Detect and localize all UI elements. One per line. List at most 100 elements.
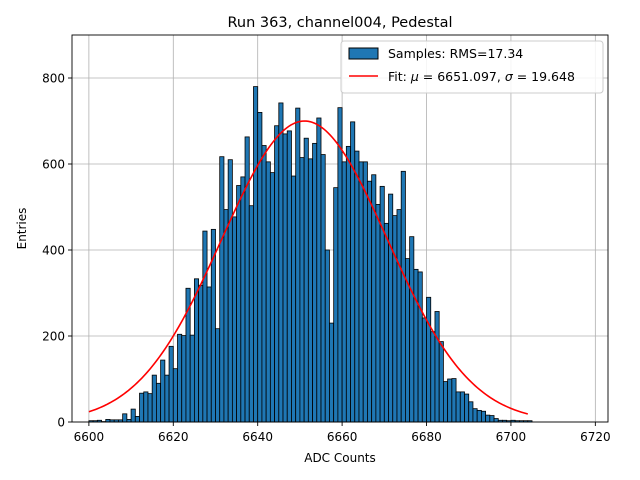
legend-mu-symbol: μ: [410, 69, 419, 84]
histogram-bar: [354, 150, 360, 423]
histogram-bar: [489, 415, 495, 423]
histogram-bar: [278, 102, 284, 423]
histogram-bar: [181, 335, 187, 423]
legend-frame: [340, 40, 604, 94]
histogram-bar: [156, 382, 162, 423]
histogram-bar: [139, 392, 145, 423]
histogram-bar: [447, 378, 453, 423]
histogram-bar: [269, 172, 275, 423]
plot-frame: [71, 34, 609, 423]
histogram-bar: [130, 408, 136, 423]
legend-fit-prefix: Fit:: [388, 69, 411, 84]
histogram-bar: [168, 345, 174, 423]
histogram-bar: [388, 193, 394, 423]
histogram-bar: [160, 359, 166, 423]
histogram-bar: [392, 215, 398, 423]
histogram-bar: [198, 284, 204, 423]
histogram-bar: [430, 331, 436, 423]
histogram-bar: [177, 333, 183, 423]
histogram-bar: [337, 107, 343, 423]
histogram-bar: [413, 268, 419, 423]
x-tick-label-5: 6700: [496, 430, 527, 444]
histogram-bar: [379, 185, 385, 423]
x-tick-label-1: 6620: [158, 430, 189, 444]
histogram-bars: [88, 86, 533, 423]
histogram-bar: [476, 409, 482, 423]
histogram-bar: [345, 145, 351, 423]
histogram-bar: [261, 145, 267, 423]
histogram-bar: [172, 368, 178, 423]
histogram-bar: [409, 236, 415, 423]
legend-sigma-value: = 19.648: [513, 69, 575, 84]
histogram-bar: [341, 161, 347, 423]
histogram-bar: [215, 328, 221, 423]
x-tick-label-4: 6680: [411, 430, 442, 444]
histogram-bar: [219, 156, 225, 423]
histogram-bar: [202, 230, 208, 423]
histogram-bar: [426, 296, 432, 423]
y-tick-label-0: 0: [57, 416, 65, 430]
histogram-bar: [464, 393, 470, 423]
legend-mu-value: = 6651.097,: [419, 69, 505, 84]
y-axis-label: Entries: [15, 208, 29, 250]
histogram-bar: [303, 137, 309, 423]
histogram-bar: [189, 334, 195, 423]
histogram-bar: [244, 136, 250, 423]
histogram-bar: [455, 391, 461, 423]
chart-title: Run 363, channel004, Pedestal: [227, 15, 452, 31]
y-tick-label-3: 600: [42, 158, 65, 172]
histogram-bar: [485, 414, 491, 423]
histogram-bar: [223, 209, 229, 423]
y-axis-ticks: 0 200 400 600 800: [42, 72, 72, 430]
histogram-bar: [400, 170, 406, 423]
x-axis-label: ADC Counts: [304, 451, 376, 465]
x-tick-label-2: 6640: [242, 430, 273, 444]
histogram-bar: [367, 180, 373, 423]
histogram-bar: [286, 130, 292, 423]
histogram-bar: [253, 86, 259, 423]
x-tick-label-3: 6660: [327, 430, 358, 444]
histogram-bar: [307, 158, 313, 423]
histogram-bar: [468, 401, 474, 423]
histogram-bar: [480, 410, 487, 423]
histogram-bar: [248, 205, 254, 423]
legend: Samples: RMS=17.34 Fit: μ = 6651.097, σ …: [340, 40, 604, 94]
legend-hist-swatch: [348, 47, 379, 60]
histogram-bar: [240, 176, 246, 423]
histogram-bar: [333, 187, 339, 423]
histogram-bar: [329, 322, 335, 423]
histogram-bar: [324, 249, 330, 423]
histogram-bar: [193, 278, 200, 423]
histogram-bar: [312, 142, 318, 423]
x-tick-label-6: 6720: [580, 430, 611, 444]
histogram-bar: [274, 125, 280, 423]
histogram-bar: [151, 374, 157, 423]
histogram-bar: [231, 216, 237, 423]
histogram-bar: [291, 175, 297, 423]
fit-curve: [88, 120, 529, 415]
histogram-bar: [459, 391, 465, 423]
histogram-bar: [493, 418, 499, 423]
histogram-bar: [295, 107, 301, 423]
histogram-bar: [472, 408, 478, 423]
x-axis-ticks: 6600 6620 6640 6660 6680 6700 6720: [74, 422, 611, 444]
histogram-bar: [265, 161, 271, 423]
histogram-bar: [236, 185, 242, 423]
histogram-bar: [316, 117, 322, 423]
legend-fit-label: Fit: μ = 6651.097, σ = 19.648: [388, 69, 575, 84]
histogram-bar: [358, 161, 364, 423]
histogram-bar: [421, 317, 427, 423]
histogram-bar: [434, 311, 440, 423]
legend-sigma-symbol: σ: [505, 69, 514, 84]
y-tick-label-1: 200: [42, 330, 65, 344]
histogram-bar: [443, 381, 449, 423]
histogram-bar: [451, 378, 457, 423]
histogram-bar: [299, 157, 305, 423]
histogram-bar: [134, 416, 140, 423]
histogram-bar: [417, 271, 423, 423]
y-tick-label-4: 800: [42, 72, 65, 86]
histogram-bar: [438, 341, 444, 423]
histogram-bar: [396, 209, 402, 423]
histogram-bar: [164, 374, 170, 423]
